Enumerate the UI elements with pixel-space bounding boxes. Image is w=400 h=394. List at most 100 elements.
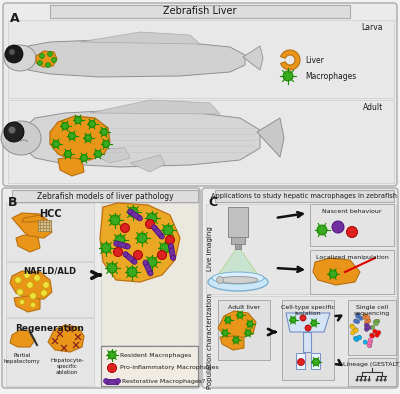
Circle shape <box>88 121 96 128</box>
Circle shape <box>74 117 82 123</box>
Text: Resident Macrophages: Resident Macrophages <box>120 353 191 357</box>
Polygon shape <box>257 118 284 157</box>
Circle shape <box>355 320 360 324</box>
Circle shape <box>128 207 138 217</box>
Text: Adult: Adult <box>363 103 383 112</box>
Circle shape <box>43 282 49 288</box>
Text: Regeneration: Regeneration <box>16 324 84 333</box>
Bar <box>206 204 396 294</box>
Circle shape <box>80 154 88 162</box>
Circle shape <box>127 267 137 277</box>
Circle shape <box>160 243 170 253</box>
Bar <box>101 346 198 386</box>
Circle shape <box>356 313 360 317</box>
Circle shape <box>363 340 368 344</box>
Bar <box>12 190 198 202</box>
Circle shape <box>216 277 224 284</box>
Circle shape <box>366 319 371 323</box>
Circle shape <box>84 134 92 141</box>
Circle shape <box>101 243 111 253</box>
FancyBboxPatch shape <box>3 3 397 186</box>
Circle shape <box>108 351 116 359</box>
Circle shape <box>41 290 47 296</box>
Text: Cell-type specific
isolation: Cell-type specific isolation <box>281 305 335 316</box>
Circle shape <box>24 272 30 278</box>
Circle shape <box>52 141 60 147</box>
Ellipse shape <box>168 243 174 249</box>
Polygon shape <box>243 46 263 70</box>
Circle shape <box>368 344 372 348</box>
Polygon shape <box>10 330 35 347</box>
Bar <box>8 100 394 183</box>
Circle shape <box>40 54 44 58</box>
Circle shape <box>370 333 374 337</box>
Circle shape <box>368 379 370 381</box>
Circle shape <box>368 340 372 345</box>
Ellipse shape <box>128 209 132 214</box>
Ellipse shape <box>170 255 176 260</box>
Ellipse shape <box>152 225 157 230</box>
Circle shape <box>115 235 125 245</box>
Circle shape <box>62 123 68 130</box>
Polygon shape <box>143 262 153 275</box>
Circle shape <box>360 379 362 381</box>
Circle shape <box>146 219 154 229</box>
Text: Adult liver: Adult liver <box>228 305 260 310</box>
Text: Single cell
sequencing: Single cell sequencing <box>354 305 390 316</box>
Circle shape <box>137 233 147 243</box>
Text: Liver: Liver <box>305 56 324 65</box>
FancyBboxPatch shape <box>202 188 398 388</box>
Circle shape <box>158 251 166 260</box>
Polygon shape <box>106 379 118 383</box>
Circle shape <box>20 299 24 305</box>
Text: B: B <box>8 196 18 209</box>
Circle shape <box>365 323 369 327</box>
Ellipse shape <box>125 244 130 249</box>
Polygon shape <box>221 249 255 272</box>
Polygon shape <box>50 116 110 160</box>
Circle shape <box>354 328 358 332</box>
Bar <box>6 203 94 261</box>
Polygon shape <box>100 203 180 282</box>
Circle shape <box>237 312 243 318</box>
Circle shape <box>374 322 378 326</box>
Circle shape <box>384 379 386 381</box>
Bar <box>231 237 245 244</box>
Circle shape <box>17 289 23 295</box>
Circle shape <box>332 221 344 233</box>
Circle shape <box>305 325 311 331</box>
Text: NAFLD/ALD: NAFLD/ALD <box>24 267 76 276</box>
Ellipse shape <box>212 272 264 284</box>
Text: Population characterization: Population characterization <box>207 293 213 389</box>
Circle shape <box>5 45 23 63</box>
Circle shape <box>351 325 355 329</box>
Circle shape <box>354 337 359 342</box>
Circle shape <box>356 314 360 318</box>
Circle shape <box>362 315 367 320</box>
Text: Lineage (GESTALT): Lineage (GESTALT) <box>343 362 400 367</box>
Text: Larva: Larva <box>362 23 383 32</box>
Ellipse shape <box>148 271 153 276</box>
Circle shape <box>370 334 375 338</box>
Circle shape <box>317 225 327 235</box>
Bar <box>6 318 94 386</box>
Polygon shape <box>58 157 84 176</box>
Circle shape <box>114 247 122 256</box>
Circle shape <box>166 236 174 245</box>
Polygon shape <box>12 213 52 238</box>
Circle shape <box>30 303 36 307</box>
Circle shape <box>30 293 36 299</box>
Bar <box>8 20 394 98</box>
FancyBboxPatch shape <box>2 188 200 388</box>
Circle shape <box>312 359 320 366</box>
Bar <box>311 353 320 369</box>
Circle shape <box>163 225 173 235</box>
Circle shape <box>34 275 40 281</box>
Bar <box>38 220 51 231</box>
Circle shape <box>373 329 377 334</box>
Ellipse shape <box>138 216 142 221</box>
Circle shape <box>298 359 304 366</box>
Circle shape <box>94 151 102 158</box>
Circle shape <box>329 270 337 278</box>
Bar <box>310 204 394 246</box>
